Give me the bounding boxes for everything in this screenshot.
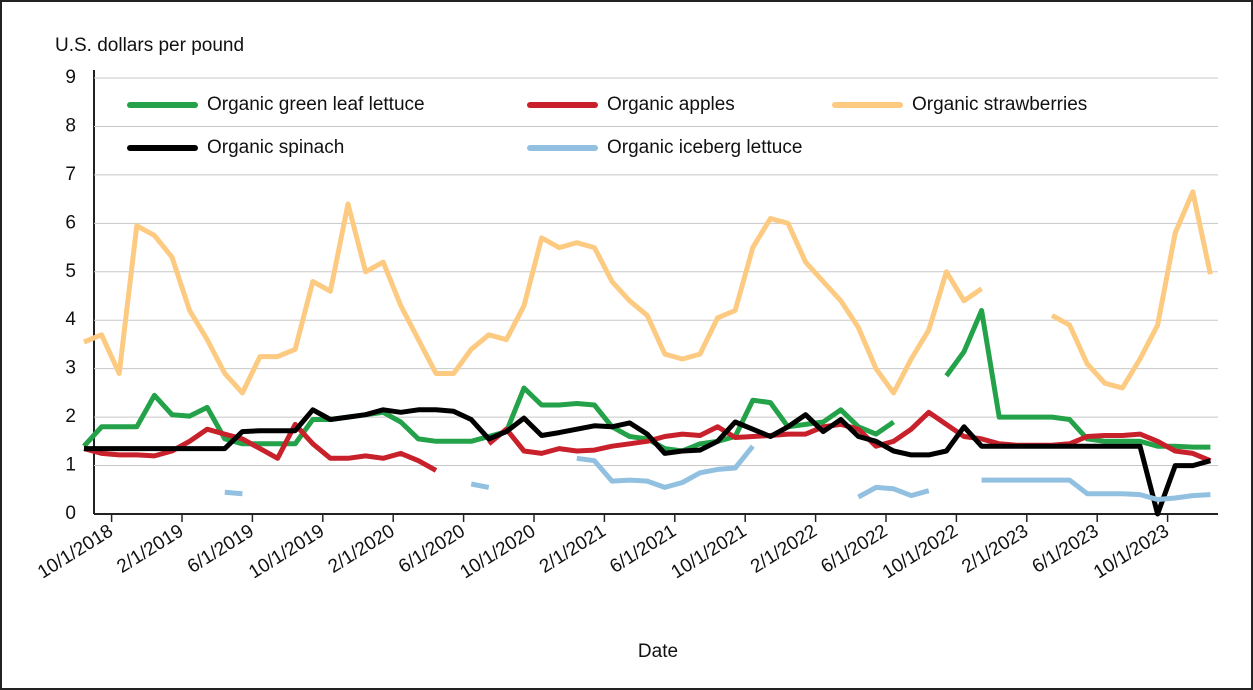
- legend-label: Organic iceberg lettuce: [607, 137, 802, 158]
- y-tick-label: 2: [65, 406, 76, 427]
- y-tick-label: 5: [65, 261, 76, 282]
- x-tick-label: 10/1/2018: [34, 521, 117, 584]
- x-axis-label: Date: [638, 641, 678, 662]
- y-tick-label: 1: [65, 455, 76, 476]
- y-axis-label: U.S. dollars per pound: [55, 35, 244, 56]
- x-tick-label: 10/1/2020: [456, 521, 539, 584]
- x-tick-label: 2/1/2020: [325, 521, 399, 578]
- y-tick-label: 4: [65, 309, 76, 330]
- x-tick-label: 2/1/2023: [958, 521, 1032, 578]
- legend-label: Organic spinach: [207, 137, 344, 158]
- x-tick-label: 10/1/2022: [879, 521, 962, 584]
- y-tick-label: 8: [65, 115, 76, 136]
- x-tick-label: 2/1/2021: [536, 521, 610, 578]
- y-tick-label: 7: [65, 164, 76, 185]
- legend-label: Organic apples: [607, 94, 735, 115]
- x-tick-label: 10/1/2019: [245, 521, 328, 584]
- series-line: [224, 444, 1211, 502]
- legend-label: Organic green leaf lettuce: [207, 94, 425, 115]
- x-tick-label: 2/1/2019: [113, 521, 187, 578]
- y-tick-label: 3: [65, 358, 76, 379]
- series-line: [83, 189, 1213, 396]
- x-tick-label: 2/1/2022: [747, 521, 821, 578]
- series-line: [84, 407, 1212, 517]
- y-tick-label: 0: [65, 503, 76, 524]
- y-tick-label: 6: [65, 212, 76, 233]
- x-tick-label: 10/1/2023: [1090, 521, 1173, 584]
- x-tick-label: 10/1/2021: [668, 521, 751, 584]
- legend-label: Organic strawberries: [912, 94, 1087, 115]
- y-tick-label: 9: [65, 67, 76, 88]
